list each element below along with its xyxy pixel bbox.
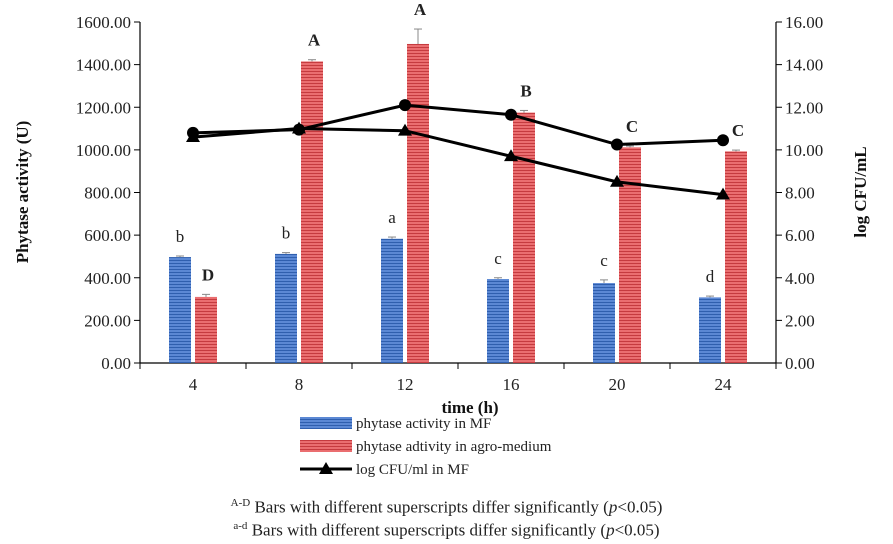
bar-agro (301, 61, 323, 363)
bar-mf (169, 257, 191, 363)
sig-letter-mf: b (176, 227, 185, 246)
sig-letter-mf: c (600, 251, 608, 270)
legend-swatch-agro (300, 440, 352, 452)
point-circle (293, 123, 305, 136)
sig-letter-agro: D (202, 265, 214, 284)
bar-mf (699, 297, 721, 363)
y-tick-label: 400.00 (84, 269, 131, 288)
y-tick-label: 200.00 (84, 311, 131, 330)
y2-tick-label: 8.00 (785, 184, 815, 203)
y-axis-title: Phytase activity (U) (13, 121, 32, 264)
point-circle (505, 108, 517, 121)
sig-letter-agro: C (732, 121, 744, 140)
legend-label-mf: phytase activity in MF (356, 416, 491, 432)
legend-label-agro: phytase adtivity in agro-medium (356, 439, 552, 455)
x-tick-label: 24 (715, 375, 733, 394)
y2-tick-label: 0.00 (785, 354, 815, 373)
y-tick-label: 1600.00 (76, 13, 131, 32)
bar-agro (619, 147, 641, 363)
bar-mf (487, 279, 509, 363)
y2-axis-title: log CFU/mL (851, 146, 870, 237)
y-tick-label: 800.00 (84, 184, 131, 203)
x-tick-label: 4 (189, 375, 198, 394)
bar-agro (407, 43, 429, 363)
bar-mf (381, 238, 403, 363)
point-circle (187, 126, 199, 139)
x-tick-label: 12 (397, 375, 414, 394)
x-axis-title: time (h) (441, 398, 498, 417)
point-circle (611, 138, 623, 151)
y2-tick-label: 2.00 (785, 311, 815, 330)
sig-letter-mf: b (282, 224, 291, 243)
bar-mf (593, 283, 615, 363)
y-tick-label: 0.00 (101, 354, 131, 373)
legend-label-cfu: log CFU/ml in MF (356, 462, 469, 478)
sig-letter-agro: A (414, 0, 427, 19)
x-tick-label: 20 (609, 375, 626, 394)
footnote-lowercase: a-d Bars with different superscripts dif… (233, 520, 660, 540)
point-triangle (610, 174, 624, 187)
bar-mf (275, 253, 297, 363)
line-cfu-circle (192, 103, 724, 147)
sig-letter-agro: C (626, 117, 638, 136)
y2-tick-label: 10.00 (785, 141, 823, 160)
x-tick-label: 16 (503, 375, 520, 394)
y-tick-label: 1400.00 (76, 56, 131, 75)
point-circle (399, 99, 411, 112)
bar-agro (195, 296, 217, 363)
y-tick-label: 600.00 (84, 226, 131, 245)
point-circle (717, 134, 729, 147)
y-tick-label: 1200.00 (76, 98, 131, 117)
legend: phytase activity in MF phytase adtivity i… (300, 416, 552, 478)
lines (186, 99, 730, 200)
footnote-uppercase: A-D Bars with different superscripts dif… (230, 497, 663, 517)
y2-tick-label: 14.00 (785, 56, 823, 75)
labels: b b a c c d D A A B C C (176, 0, 744, 286)
bars (169, 28, 747, 363)
y2-tick-label: 16.00 (785, 13, 823, 32)
sig-letter-mf: d (706, 267, 715, 286)
sig-letter-agro: A (308, 31, 321, 50)
y-tick-label: 1000.00 (76, 141, 131, 160)
x-tick-label: 8 (295, 375, 304, 394)
axes: 0.00200.00400.00600.00800.001000.001200.… (13, 13, 870, 417)
line-cfu-triangle (192, 127, 724, 197)
legend-marker-triangle (319, 462, 333, 474)
sig-letter-agro: B (520, 81, 531, 100)
sig-letter-mf: a (388, 208, 396, 227)
bar-agro (513, 112, 535, 363)
point-triangle (398, 123, 412, 136)
sig-letter-mf: c (494, 249, 502, 268)
y2-tick-label: 12.00 (785, 98, 823, 117)
y2-tick-label: 6.00 (785, 226, 815, 245)
point-triangle (504, 149, 518, 162)
bar-agro (725, 151, 747, 363)
y2-tick-label: 4.00 (785, 269, 815, 288)
legend-swatch-mf (300, 417, 352, 429)
point-triangle (716, 187, 730, 200)
